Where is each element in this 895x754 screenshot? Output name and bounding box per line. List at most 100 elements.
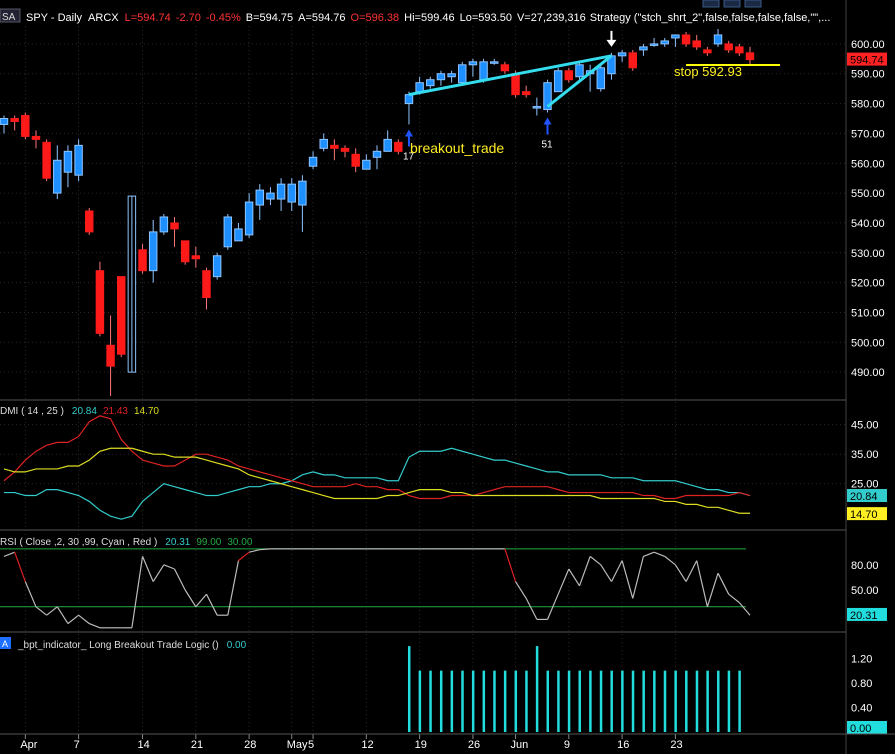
rsi-segment — [515, 581, 527, 599]
price-candles — [0, 28, 755, 396]
candle-body — [74, 144, 83, 176]
time-tick-label: Apr — [20, 739, 37, 751]
rsi-tick-label: 80.00 — [851, 560, 879, 572]
dmi-tick-label: 45.00 — [851, 420, 879, 432]
candle-body — [351, 153, 360, 167]
candle-body — [724, 43, 733, 51]
dmi-plus-line — [4, 447, 751, 520]
candle-body — [308, 156, 318, 167]
rsi-segment — [568, 568, 580, 587]
price-axis[interactable]: 600.00 590.00 580.00 570.00 560.00 550.00 540.… — [847, 39, 887, 379]
time-tick-label: 14 — [138, 739, 150, 751]
rsi-segment — [525, 598, 538, 620]
trendline — [546, 54, 613, 108]
dmi-tick-label: 25.00 — [851, 479, 879, 491]
entry-label: 17 — [403, 151, 415, 162]
bpt-bar — [514, 670, 518, 732]
bpt-bar — [589, 670, 592, 732]
dmi-value-badge — [847, 507, 887, 521]
dmi-lines — [3, 415, 751, 520]
rsi-segment — [706, 573, 719, 607]
toolbar-arrows-icon[interactable] — [723, 0, 741, 8]
candle-body — [458, 64, 467, 84]
candle-body — [180, 240, 190, 263]
time-tick-label: 5 — [308, 739, 314, 751]
dmi-plus-value: 20.84 — [72, 406, 97, 417]
toolbar-settings-icon[interactable] — [744, 0, 762, 8]
rsi-segment — [184, 589, 197, 608]
rsi-segment — [3, 551, 15, 557]
time-tick-label: 7 — [74, 739, 80, 751]
candle-body — [85, 210, 94, 233]
bpt-badge-text: A — [2, 639, 8, 649]
entry-arrow-head — [404, 129, 413, 137]
candle-body — [500, 64, 510, 72]
time-tick-label: 28 — [244, 739, 256, 751]
candle-body — [127, 195, 137, 373]
rsi-segment — [35, 606, 47, 616]
price-tick-label: 490.00 — [851, 367, 885, 379]
candle-body — [745, 52, 755, 61]
candle-body — [532, 106, 542, 109]
rsi-segment — [173, 568, 186, 591]
rsi-segment — [610, 560, 623, 582]
candle-body — [713, 34, 723, 45]
candle-body — [53, 159, 62, 194]
bpt-title: _bpt_indicator_ Long Breakout Trade Logi… — [17, 640, 219, 651]
bpt-value-badge — [847, 721, 887, 734]
candle-body — [116, 276, 126, 355]
symbol-badge[interactable] — [0, 8, 21, 23]
candle-body — [415, 82, 424, 93]
dmi-minus-value: 21.43 — [103, 406, 128, 417]
candle-body — [404, 94, 414, 105]
time-tick-label: 12 — [361, 739, 373, 751]
time-tick-label: Jun — [511, 739, 529, 751]
rsi-segment — [195, 593, 207, 608]
rsi-segment — [248, 549, 260, 553]
price-tick-label: 520.00 — [851, 278, 885, 290]
symbol-badge-text: SA — [2, 12, 16, 23]
candle-body — [0, 118, 9, 125]
rsi-segment — [56, 606, 69, 624]
dmi-title: DMI ( 14 , 25 ) — [0, 406, 64, 417]
rsi-segment — [685, 560, 698, 582]
bpt-tick-label: 0.40 — [851, 702, 872, 714]
rsi-segment — [46, 606, 58, 616]
price-tick-label: 580.00 — [851, 99, 885, 111]
price-tick-label: 570.00 — [851, 128, 885, 140]
dmi-value-badge-text: 14.70 — [850, 509, 878, 521]
rsi-segment — [557, 568, 570, 595]
rsi-tick-label: 50.00 — [851, 585, 879, 597]
candle-body — [159, 216, 169, 233]
rsi-segment — [653, 551, 665, 557]
volume: V=27,239,316 — [517, 12, 586, 24]
dmi-value-badge-text: 20.84 — [850, 491, 878, 503]
time-axis[interactable]: Apr 7 14 21 28 May 5 12 19 26 Jun 9 16 23 — [20, 734, 683, 751]
bpt-bar — [578, 670, 581, 732]
rsi-segment — [141, 556, 154, 582]
candle-body — [639, 46, 648, 51]
price-axis-bg — [846, 0, 895, 754]
bpt-badge[interactable] — [0, 637, 11, 649]
dmi-tick-label: 35.00 — [851, 449, 879, 461]
bpt-bar — [418, 670, 422, 732]
candle-body — [148, 231, 158, 272]
stop-label: stop 592.93 — [674, 64, 742, 79]
candle-body — [660, 40, 669, 45]
rsi-segment — [600, 564, 612, 582]
bpt-tick-label: 1.20 — [851, 653, 872, 665]
bpt-bar — [407, 646, 411, 732]
bpt-tick-label: 0.80 — [851, 678, 872, 690]
rsi-title: RSI ( Close ,2, 30 ,99, Cyan , Red ) — [0, 537, 157, 548]
rsi-segment — [78, 614, 90, 625]
rsi-segment — [717, 572, 730, 595]
candle-body — [596, 67, 606, 90]
toolbar-zoom-icon[interactable] — [702, 0, 720, 8]
breakout-trade-label: breakout_trade — [410, 140, 504, 156]
rsi-segment — [89, 623, 101, 629]
dmi-minus-line — [3, 415, 751, 500]
bpt-bar — [599, 670, 603, 732]
